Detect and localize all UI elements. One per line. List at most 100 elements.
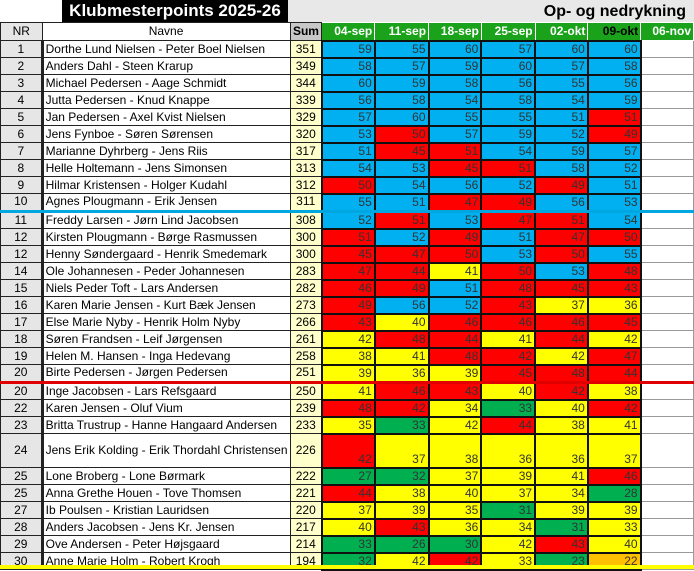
score-cell[interactable]: 49 [534, 175, 589, 195]
score-cell[interactable]: 58 [320, 56, 376, 76]
score-cell[interactable]: 41 [534, 466, 589, 486]
score-cell-empty[interactable] [640, 125, 694, 143]
score-cell[interactable]: 45 [373, 141, 430, 161]
score-cell[interactable]: 41 [586, 415, 642, 435]
rank-cell[interactable]: 18 [0, 330, 43, 348]
sum-cell[interactable]: 344 [289, 74, 323, 92]
score-cell-empty[interactable] [640, 518, 694, 536]
score-cell[interactable]: 58 [427, 73, 483, 93]
rank-cell[interactable]: 28 [0, 518, 43, 536]
score-cell[interactable]: 47 [320, 261, 376, 281]
score-cell[interactable]: 40 [534, 398, 589, 418]
score-cell-empty[interactable] [640, 108, 694, 126]
score-cell[interactable]: 57 [586, 141, 642, 161]
score-cell[interactable]: 45 [427, 158, 483, 178]
score-cell[interactable]: 53 [373, 158, 430, 178]
score-cell[interactable]: 44 [427, 329, 483, 349]
score-cell[interactable]: 52 [427, 295, 483, 315]
score-cell[interactable]: 57 [534, 56, 589, 76]
score-cell[interactable]: 53 [534, 261, 589, 281]
names-cell[interactable]: Ove Andersen - Peter Højsgaard [40, 535, 291, 553]
score-cell[interactable]: 36 [586, 295, 642, 315]
names-cell[interactable]: Lone Broberg - Lone Børmark [40, 467, 291, 485]
sum-cell[interactable]: 266 [289, 313, 323, 331]
score-cell[interactable]: 37 [320, 500, 376, 520]
score-cell[interactable]: 28 [586, 483, 642, 503]
sum-cell[interactable]: 300 [289, 228, 323, 246]
sum-cell[interactable]: 308 [289, 210, 323, 229]
score-cell[interactable]: 46 [586, 466, 642, 486]
score-cell[interactable]: 48 [427, 346, 483, 366]
sum-cell[interactable]: 221 [289, 484, 323, 502]
score-cell-empty[interactable] [640, 501, 694, 519]
score-cell[interactable]: 40 [373, 312, 430, 332]
score-cell[interactable]: 43 [320, 312, 376, 332]
names-cell[interactable]: Ib Poulsen - Kristian Lauridsen [40, 501, 291, 519]
score-cell[interactable]: 59 [480, 124, 537, 144]
score-cell[interactable]: 50 [373, 124, 430, 144]
score-cell-empty[interactable] [640, 381, 694, 400]
names-cell[interactable]: Anna Grethe Houen - Tove Thomsen [40, 484, 291, 502]
names-cell[interactable]: Hilmar Kristensen - Holger Kudahl [40, 176, 291, 194]
sum-cell[interactable]: 258 [289, 347, 323, 365]
score-cell[interactable]: 50 [480, 261, 537, 281]
rank-cell[interactable]: 6 [0, 125, 43, 143]
score-cell[interactable]: 37 [373, 432, 430, 469]
score-cell[interactable]: 41 [480, 329, 537, 349]
sum-cell[interactable]: 239 [289, 399, 323, 417]
score-cell[interactable]: 41 [427, 261, 483, 281]
score-cell[interactable]: 53 [586, 192, 642, 213]
score-cell[interactable]: 39 [534, 500, 589, 520]
score-cell[interactable]: 56 [427, 175, 483, 195]
score-cell[interactable]: 53 [427, 210, 483, 230]
score-cell[interactable]: 44 [480, 415, 537, 435]
score-cell[interactable]: 55 [373, 39, 430, 59]
score-cell[interactable]: 58 [586, 56, 642, 76]
score-cell[interactable]: 36 [427, 517, 483, 537]
rank-cell[interactable]: 19 [0, 347, 43, 365]
score-cell[interactable]: 42 [480, 534, 537, 554]
score-cell[interactable]: 59 [427, 56, 483, 76]
rank-cell[interactable]: 10 [0, 193, 43, 213]
score-cell[interactable]: 60 [586, 39, 642, 59]
score-cell[interactable]: 36 [480, 432, 537, 469]
score-cell[interactable]: 37 [480, 483, 537, 503]
sum-cell[interactable]: 351 [289, 40, 323, 58]
score-cell[interactable]: 59 [373, 73, 430, 93]
sum-cell[interactable]: 312 [289, 176, 323, 194]
score-cell[interactable]: 42 [586, 398, 642, 418]
score-cell-empty[interactable] [640, 399, 694, 417]
sum-cell[interactable]: 320 [289, 125, 323, 143]
score-cell[interactable]: 45 [480, 363, 537, 384]
score-cell[interactable]: 56 [586, 73, 642, 93]
rank-cell[interactable]: 5 [0, 108, 43, 126]
score-cell[interactable]: 42 [427, 415, 483, 435]
score-cell[interactable]: 54 [480, 141, 537, 161]
rank-cell[interactable]: 11 [0, 210, 43, 229]
rank-cell[interactable]: 15 [0, 279, 43, 297]
score-cell-empty[interactable] [640, 296, 694, 314]
sum-cell[interactable]: 214 [289, 535, 323, 553]
score-cell[interactable]: 46 [480, 312, 537, 332]
score-cell[interactable]: 50 [427, 244, 483, 264]
names-cell[interactable]: Ole Johannesen - Peder Johannesen [40, 262, 291, 280]
names-cell[interactable]: Inge Jacobsen - Lars Refsgaard [40, 381, 291, 400]
score-cell[interactable]: 39 [586, 500, 642, 520]
score-cell[interactable]: 54 [586, 210, 642, 230]
score-cell[interactable]: 42 [586, 329, 642, 349]
score-cell-empty[interactable] [640, 262, 694, 280]
score-cell[interactable]: 31 [480, 500, 537, 520]
rank-cell[interactable]: 12 [0, 228, 43, 246]
score-cell[interactable]: 33 [373, 415, 430, 435]
score-cell[interactable]: 60 [320, 73, 376, 93]
score-cell[interactable]: 48 [320, 398, 376, 418]
rank-cell[interactable]: 9 [0, 176, 43, 194]
score-cell-empty[interactable] [640, 40, 694, 58]
score-cell-empty[interactable] [640, 245, 694, 263]
score-cell[interactable]: 41 [320, 381, 376, 401]
rank-cell[interactable]: 23 [0, 416, 43, 434]
score-cell-empty[interactable] [640, 433, 694, 468]
header-date[interactable]: 02-okt [534, 22, 589, 41]
score-cell[interactable]: 51 [480, 158, 537, 178]
score-cell[interactable]: 52 [534, 124, 589, 144]
